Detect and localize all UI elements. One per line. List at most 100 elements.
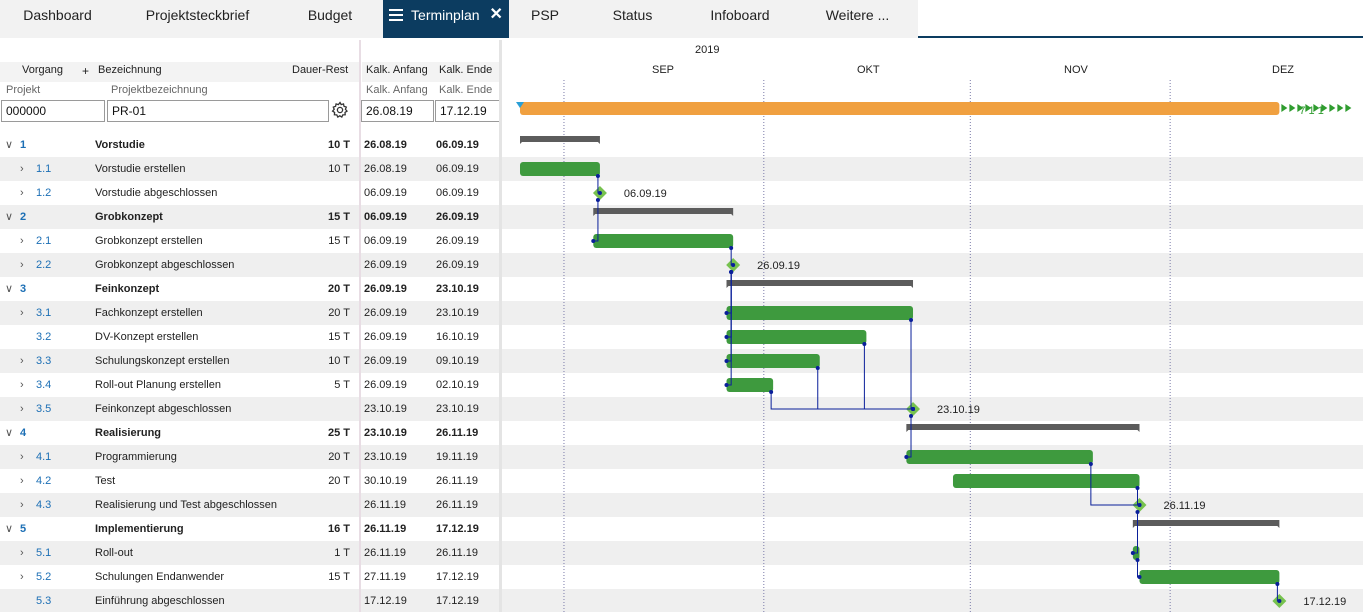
tab-terminplan[interactable]: Terminplan ✕ <box>383 0 509 38</box>
summary-row[interactable]: ∨ 4 Realisierung 25 T 23.10.19 26.11.19 <box>0 421 500 445</box>
task-id[interactable]: 3.4 <box>36 379 52 391</box>
task-id[interactable]: 4.2 <box>36 475 52 487</box>
tab-psp[interactable]: PSP <box>510 0 580 36</box>
task-id[interactable]: 1.2 <box>36 187 52 199</box>
task-bar[interactable] <box>726 378 774 392</box>
task-id[interactable]: 5.2 <box>36 571 52 583</box>
summary-row[interactable]: ∨ 2 Grobkonzept 15 T 06.09.19 26.09.19 <box>0 205 500 229</box>
tab-infoboard[interactable]: Infoboard <box>695 0 785 36</box>
task-row[interactable]: › 2.2 Grobkonzept abgeschlossen 26.09.19 26.… <box>0 253 500 277</box>
summary-bar[interactable] <box>1132 520 1280 528</box>
summary-row[interactable]: ∨ 3 Feinkonzept 20 T 26.09.19 23.10.19 <box>0 277 500 301</box>
column-header-vorgang[interactable]: Vorgang <box>22 64 63 76</box>
column-header-kalk-ende[interactable]: Kalk. Ende <box>439 64 493 76</box>
summary-bar[interactable] <box>906 424 1140 432</box>
milestone-date-label[interactable]: 26.11.19 <box>1164 500 1206 512</box>
task-bar[interactable] <box>726 330 867 344</box>
task-bar[interactable] <box>593 234 734 248</box>
chevron-right-icon[interactable]: › <box>20 379 24 391</box>
summary-bar[interactable] <box>593 208 734 216</box>
task-row[interactable]: 3.2 DV-Konzept erstellen 15 T 26.09.19 16.10… <box>0 325 500 349</box>
task-row[interactable]: › 1.2 Vorstudie abgeschlossen 06.09.19 06.09… <box>0 181 500 205</box>
task-bar[interactable] <box>520 162 600 176</box>
summary-row[interactable]: ∨ 5 Implementierung 16 T 26.11.19 17.12.19 <box>0 517 500 541</box>
task-row[interactable]: › 2.1 Grobkonzept erstellen 15 T 06.09.19 26.… <box>0 229 500 253</box>
chevron-right-icon[interactable]: › <box>20 187 24 199</box>
task-id[interactable]: 4.3 <box>36 499 52 511</box>
chevron-right-icon[interactable]: › <box>20 475 24 487</box>
chevron-right-icon[interactable]: › <box>20 163 24 175</box>
tab-status[interactable]: Status <box>595 0 670 36</box>
splitter[interactable] <box>499 40 502 612</box>
project-name-field[interactable] <box>107 100 329 122</box>
tab-projektsteckbrief[interactable]: Projektsteckbrief <box>120 0 275 36</box>
project-end-field[interactable] <box>435 100 500 122</box>
task-row[interactable]: › 4.2 Test 20 T 30.10.19 26.11.19 <box>0 469 500 493</box>
tab-dashboard[interactable]: Dashboard <box>0 0 115 36</box>
chevron-right-icon[interactable]: › <box>20 235 24 247</box>
task-bar[interactable] <box>1139 570 1280 584</box>
task-row[interactable]: › 3.4 Roll-out Planung erstellen 5 T 26.09.1… <box>0 373 500 397</box>
task-row[interactable]: › 4.3 Realisierung und Test abgeschlossen 2… <box>0 493 500 517</box>
summary-bar[interactable] <box>520 136 600 144</box>
task-id[interactable]: 3.1 <box>36 307 52 319</box>
task-row[interactable]: 5.3 Einführung abgeschlossen 17.12.19 17.12… <box>0 589 500 612</box>
task-bar[interactable] <box>952 474 1140 488</box>
task-id[interactable]: 2 <box>20 211 27 223</box>
chevron-down-icon[interactable]: ∨ <box>5 211 14 223</box>
summary-bar[interactable] <box>726 280 914 288</box>
chevron-right-icon[interactable]: › <box>20 403 24 415</box>
task-row[interactable]: › 1.1 Vorstudie erstellen 10 T 26.08.19 06.09… <box>0 157 500 181</box>
tab-budget[interactable]: Budget <box>285 0 375 36</box>
chevron-down-icon[interactable]: ∨ <box>5 523 14 535</box>
task-id[interactable]: 1 <box>20 139 27 151</box>
column-header-dauer-rest[interactable]: Dauer-Rest <box>292 64 349 76</box>
task-row[interactable]: › 5.2 Schulungen Endanwender 15 T 27.11.19 17… <box>0 565 500 589</box>
task-id[interactable]: 5.3 <box>36 595 52 607</box>
task-row[interactable]: › 5.1 Roll-out 1 T 26.11.19 26.11.19 <box>0 541 500 565</box>
task-id[interactable]: 4.1 <box>36 451 52 463</box>
task-id[interactable]: 4 <box>20 427 27 439</box>
chevron-right-icon[interactable]: › <box>20 355 24 367</box>
task-id[interactable]: 2.2 <box>36 259 52 271</box>
task-id[interactable]: 5 <box>20 523 27 535</box>
milestone-date-label[interactable]: 06.09.19 <box>624 188 667 200</box>
milestone-date-label[interactable]: 23.10.19 <box>937 404 980 416</box>
task-id[interactable]: 1.1 <box>36 163 52 175</box>
chevron-right-icon[interactable]: › <box>20 571 24 583</box>
chevron-down-icon[interactable]: ∨ <box>5 427 14 439</box>
column-header-kalk-anfang[interactable]: Kalk. Anfang <box>366 64 428 76</box>
close-icon[interactable]: ✕ <box>489 6 503 24</box>
task-row[interactable]: › 4.1 Programmierung 20 T 23.10.19 19.11.19 <box>0 445 500 469</box>
task-id[interactable]: 3.5 <box>36 403 52 415</box>
chevron-right-icon[interactable]: › <box>20 259 24 271</box>
chevron-right-icon[interactable]: › <box>20 547 24 559</box>
chevron-down-icon[interactable]: ∨ <box>5 283 14 295</box>
milestone-date-label[interactable]: 26.09.19 <box>757 260 800 272</box>
task-id[interactable]: 2.1 <box>36 235 52 247</box>
gear-icon[interactable] <box>331 101 349 119</box>
task-id[interactable]: 3 <box>20 283 27 295</box>
task-id[interactable]: 3.2 <box>36 331 52 343</box>
project-start-field[interactable] <box>361 100 434 122</box>
task-bar[interactable] <box>726 306 914 320</box>
task-id[interactable]: 5.1 <box>36 547 52 559</box>
summary-row[interactable]: ∨ 1 Vorstudie 10 T 26.08.19 06.09.19 <box>0 133 500 157</box>
add-icon[interactable]: + <box>82 64 90 78</box>
milestone-date-label[interactable]: 17.12.19 <box>1303 596 1346 608</box>
task-bar[interactable] <box>906 450 1093 464</box>
chevron-down-icon[interactable]: ∨ <box>5 139 14 151</box>
task-bar[interactable] <box>726 354 820 368</box>
task-row[interactable]: › 3.3 Schulungskonzept erstellen 10 T 26.09.… <box>0 349 500 373</box>
task-id[interactable]: 3.3 <box>36 355 52 367</box>
task-row[interactable]: › 3.1 Fachkonzept erstellen 20 T 26.09.19 23.… <box>0 301 500 325</box>
chevron-right-icon[interactable]: › <box>20 451 24 463</box>
project-id-field[interactable] <box>1 100 105 122</box>
menu-icon[interactable] <box>389 6 404 24</box>
tab-weitere[interactable]: Weitere ... <box>805 0 910 36</box>
column-divider[interactable] <box>359 40 361 612</box>
project-bar[interactable] <box>520 102 1280 115</box>
task-row[interactable]: › 3.5 Feinkonzept abgeschlossen 23.10.19 23.… <box>0 397 500 421</box>
chevron-right-icon[interactable]: › <box>20 499 24 511</box>
column-header-bezeichnung[interactable]: Bezeichnung <box>98 64 162 76</box>
